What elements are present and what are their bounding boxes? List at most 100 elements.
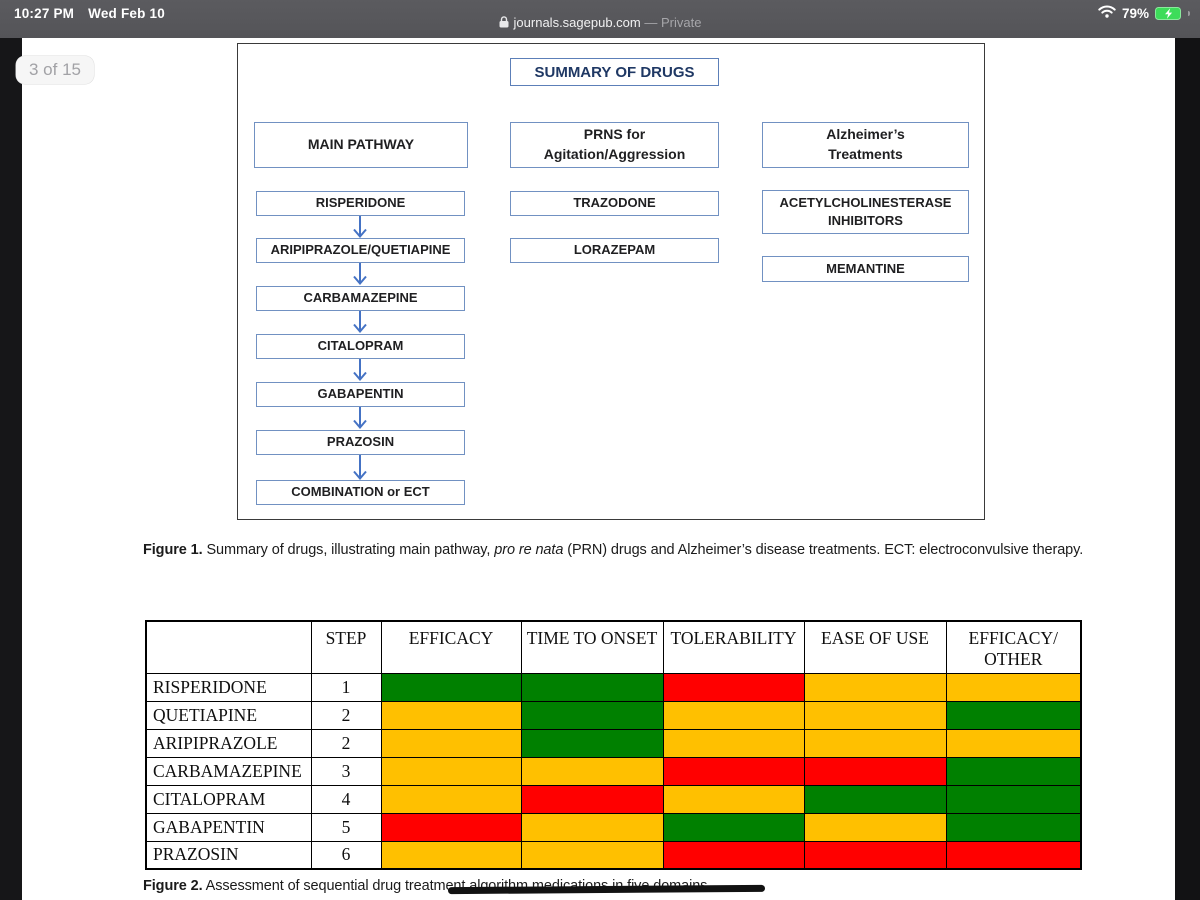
figure2-caption-label: Figure 2. bbox=[143, 878, 203, 894]
rating-cell-onset bbox=[520, 840, 664, 870]
alzheimers-header-box: Alzheimer’s Treatments bbox=[762, 122, 969, 168]
header-line: Agitation/Aggression bbox=[543, 146, 686, 162]
down-arrow-icon bbox=[351, 263, 369, 290]
rating-cell-ease bbox=[803, 700, 947, 730]
drug-box-lorazepam: LORAZEPAM bbox=[510, 238, 719, 263]
step-cell: 6 bbox=[310, 840, 382, 870]
drug-name-cell: ARIPIPRAZOLE bbox=[145, 728, 312, 758]
table-row-prazosin: PRAZOSIN 6 bbox=[145, 840, 1082, 870]
drug-name-cell: RISPERIDONE bbox=[145, 672, 312, 702]
header-ease-of-use: EASE OF USE bbox=[803, 620, 947, 674]
status-icons: 79% bbox=[1098, 5, 1190, 21]
rating-cell-tolerability bbox=[662, 728, 805, 758]
right-page-margin bbox=[1175, 38, 1200, 900]
step-cell: 4 bbox=[310, 784, 382, 814]
drug-box-risperidone: RISPERIDONE bbox=[256, 191, 465, 216]
table-row-carbamazepine: CARBAMAZEPINE 3 bbox=[145, 756, 1082, 786]
rating-cell-ease bbox=[803, 840, 947, 870]
header-line: EFFICACY/ bbox=[968, 628, 1058, 648]
drug-name-cell: QUETIAPINE bbox=[145, 700, 312, 730]
step-cell: 2 bbox=[310, 700, 382, 730]
header-efficacy-other: EFFICACY/ OTHER bbox=[945, 620, 1082, 674]
left-page-margin bbox=[0, 38, 22, 900]
figure1-caption: Figure 1. Summary of drugs, illustrating… bbox=[143, 542, 1088, 558]
rating-cell-onset bbox=[520, 728, 664, 758]
rating-cell-tolerability bbox=[662, 672, 805, 702]
rating-cell-tolerability bbox=[662, 756, 805, 786]
prn-header-box: PRNS for Agitation/Aggression bbox=[510, 122, 719, 168]
table-row-citalopram: CITALOPRAM 4 bbox=[145, 784, 1082, 814]
rating-cell-efficacy bbox=[380, 700, 522, 730]
drug-box-carbamazepine: CARBAMAZEPINE bbox=[256, 286, 465, 311]
rating-cell-ease bbox=[803, 672, 947, 702]
step-cell: 3 bbox=[310, 756, 382, 786]
rating-cell-tolerability bbox=[662, 700, 805, 730]
rating-cell-efficacy bbox=[380, 756, 522, 786]
rating-cell-efficacy bbox=[380, 672, 522, 702]
rating-cell-tolerability bbox=[662, 784, 805, 814]
step-cell: 2 bbox=[310, 728, 382, 758]
step-cell: 1 bbox=[310, 672, 382, 702]
lock-icon bbox=[499, 16, 509, 31]
header-time-to-onset: TIME TO ONSET bbox=[520, 620, 664, 674]
drug-box-citalopram: CITALOPRAM bbox=[256, 334, 465, 359]
clock: 10:27 PM Wed Feb 10 bbox=[14, 6, 165, 21]
rating-cell-other bbox=[945, 700, 1082, 730]
drug-box-trazodone: TRAZODONE bbox=[510, 191, 719, 216]
header-empty bbox=[145, 620, 312, 674]
rating-cell-onset bbox=[520, 812, 664, 842]
flowchart-title-box: SUMMARY OF DRUGS bbox=[510, 58, 719, 86]
rating-cell-tolerability bbox=[662, 840, 805, 870]
drug-box-combination-ect: COMBINATION or ECT bbox=[256, 480, 465, 505]
figure1-flowchart: SUMMARY OF DRUGS MAIN PATHWAY PRNS for A… bbox=[237, 43, 985, 520]
table-row-gabapentin: GABAPENTIN 5 bbox=[145, 812, 1082, 842]
rating-cell-efficacy bbox=[380, 840, 522, 870]
rating-cell-other bbox=[945, 784, 1082, 814]
rating-cell-efficacy bbox=[380, 728, 522, 758]
table-row-risperidone: RISPERIDONE 1 bbox=[145, 672, 1082, 702]
time-label: 10:27 PM bbox=[14, 6, 75, 21]
table-row-quetiapine: QUETIAPINE 2 bbox=[145, 700, 1082, 730]
table-row-aripiprazole: ARIPIPRAZOLE 2 bbox=[145, 728, 1082, 758]
url-text: journals.sagepub.com bbox=[513, 15, 641, 30]
rating-cell-efficacy bbox=[380, 784, 522, 814]
main-pathway-header-box: MAIN PATHWAY bbox=[254, 122, 468, 168]
drug-name-cell: GABAPENTIN bbox=[145, 812, 312, 842]
table-header-row: STEP EFFICACY TIME TO ONSET TOLERABILITY… bbox=[145, 620, 1082, 674]
box-line: ACETYLCHOLINESTERASE bbox=[779, 194, 952, 210]
down-arrow-icon bbox=[351, 216, 369, 243]
down-arrow-icon bbox=[351, 455, 369, 485]
rating-cell-ease bbox=[803, 812, 947, 842]
drug-box-gabapentin: GABAPENTIN bbox=[256, 382, 465, 407]
caption-text: (PRN) drugs and Alzheimer’s disease trea… bbox=[563, 542, 1084, 558]
caption-italic-text: pro re nata bbox=[494, 542, 564, 558]
drug-box-memantine: MEMANTINE bbox=[762, 256, 969, 282]
drug-name-cell: PRAZOSIN bbox=[145, 840, 312, 870]
battery-charging-icon bbox=[1155, 6, 1181, 20]
header-tolerability: TOLERABILITY bbox=[662, 620, 805, 674]
header-line: MAIN PATHWAY bbox=[307, 136, 415, 153]
drug-name-cell: CITALOPRAM bbox=[145, 784, 312, 814]
drug-box-achei: ACETYLCHOLINESTERASE INHIBITORS bbox=[762, 190, 969, 234]
page-indicator-badge: 3 of 15 bbox=[16, 56, 94, 84]
header-step: STEP bbox=[310, 620, 382, 674]
rating-cell-onset bbox=[520, 784, 664, 814]
drug-name-cell: CARBAMAZEPINE bbox=[145, 756, 312, 786]
url-bar[interactable]: journals.sagepub.com — Private bbox=[0, 15, 1200, 31]
drug-box-prazosin: PRAZOSIN bbox=[256, 430, 465, 455]
header-efficacy: EFFICACY bbox=[380, 620, 522, 674]
step-cell: 5 bbox=[310, 812, 382, 842]
rating-cell-other bbox=[945, 672, 1082, 702]
down-arrow-icon bbox=[351, 407, 369, 434]
box-line: INHIBITORS bbox=[828, 213, 903, 228]
rating-cell-ease bbox=[803, 784, 947, 814]
rating-cell-ease bbox=[803, 756, 947, 786]
header-line: Alzheimer’s bbox=[826, 126, 905, 143]
rating-cell-other bbox=[945, 728, 1082, 758]
rating-cell-other bbox=[945, 840, 1082, 870]
wifi-icon bbox=[1098, 5, 1116, 21]
header-line: Treatments bbox=[828, 146, 903, 162]
rating-cell-ease bbox=[803, 728, 947, 758]
rating-cell-other bbox=[945, 812, 1082, 842]
